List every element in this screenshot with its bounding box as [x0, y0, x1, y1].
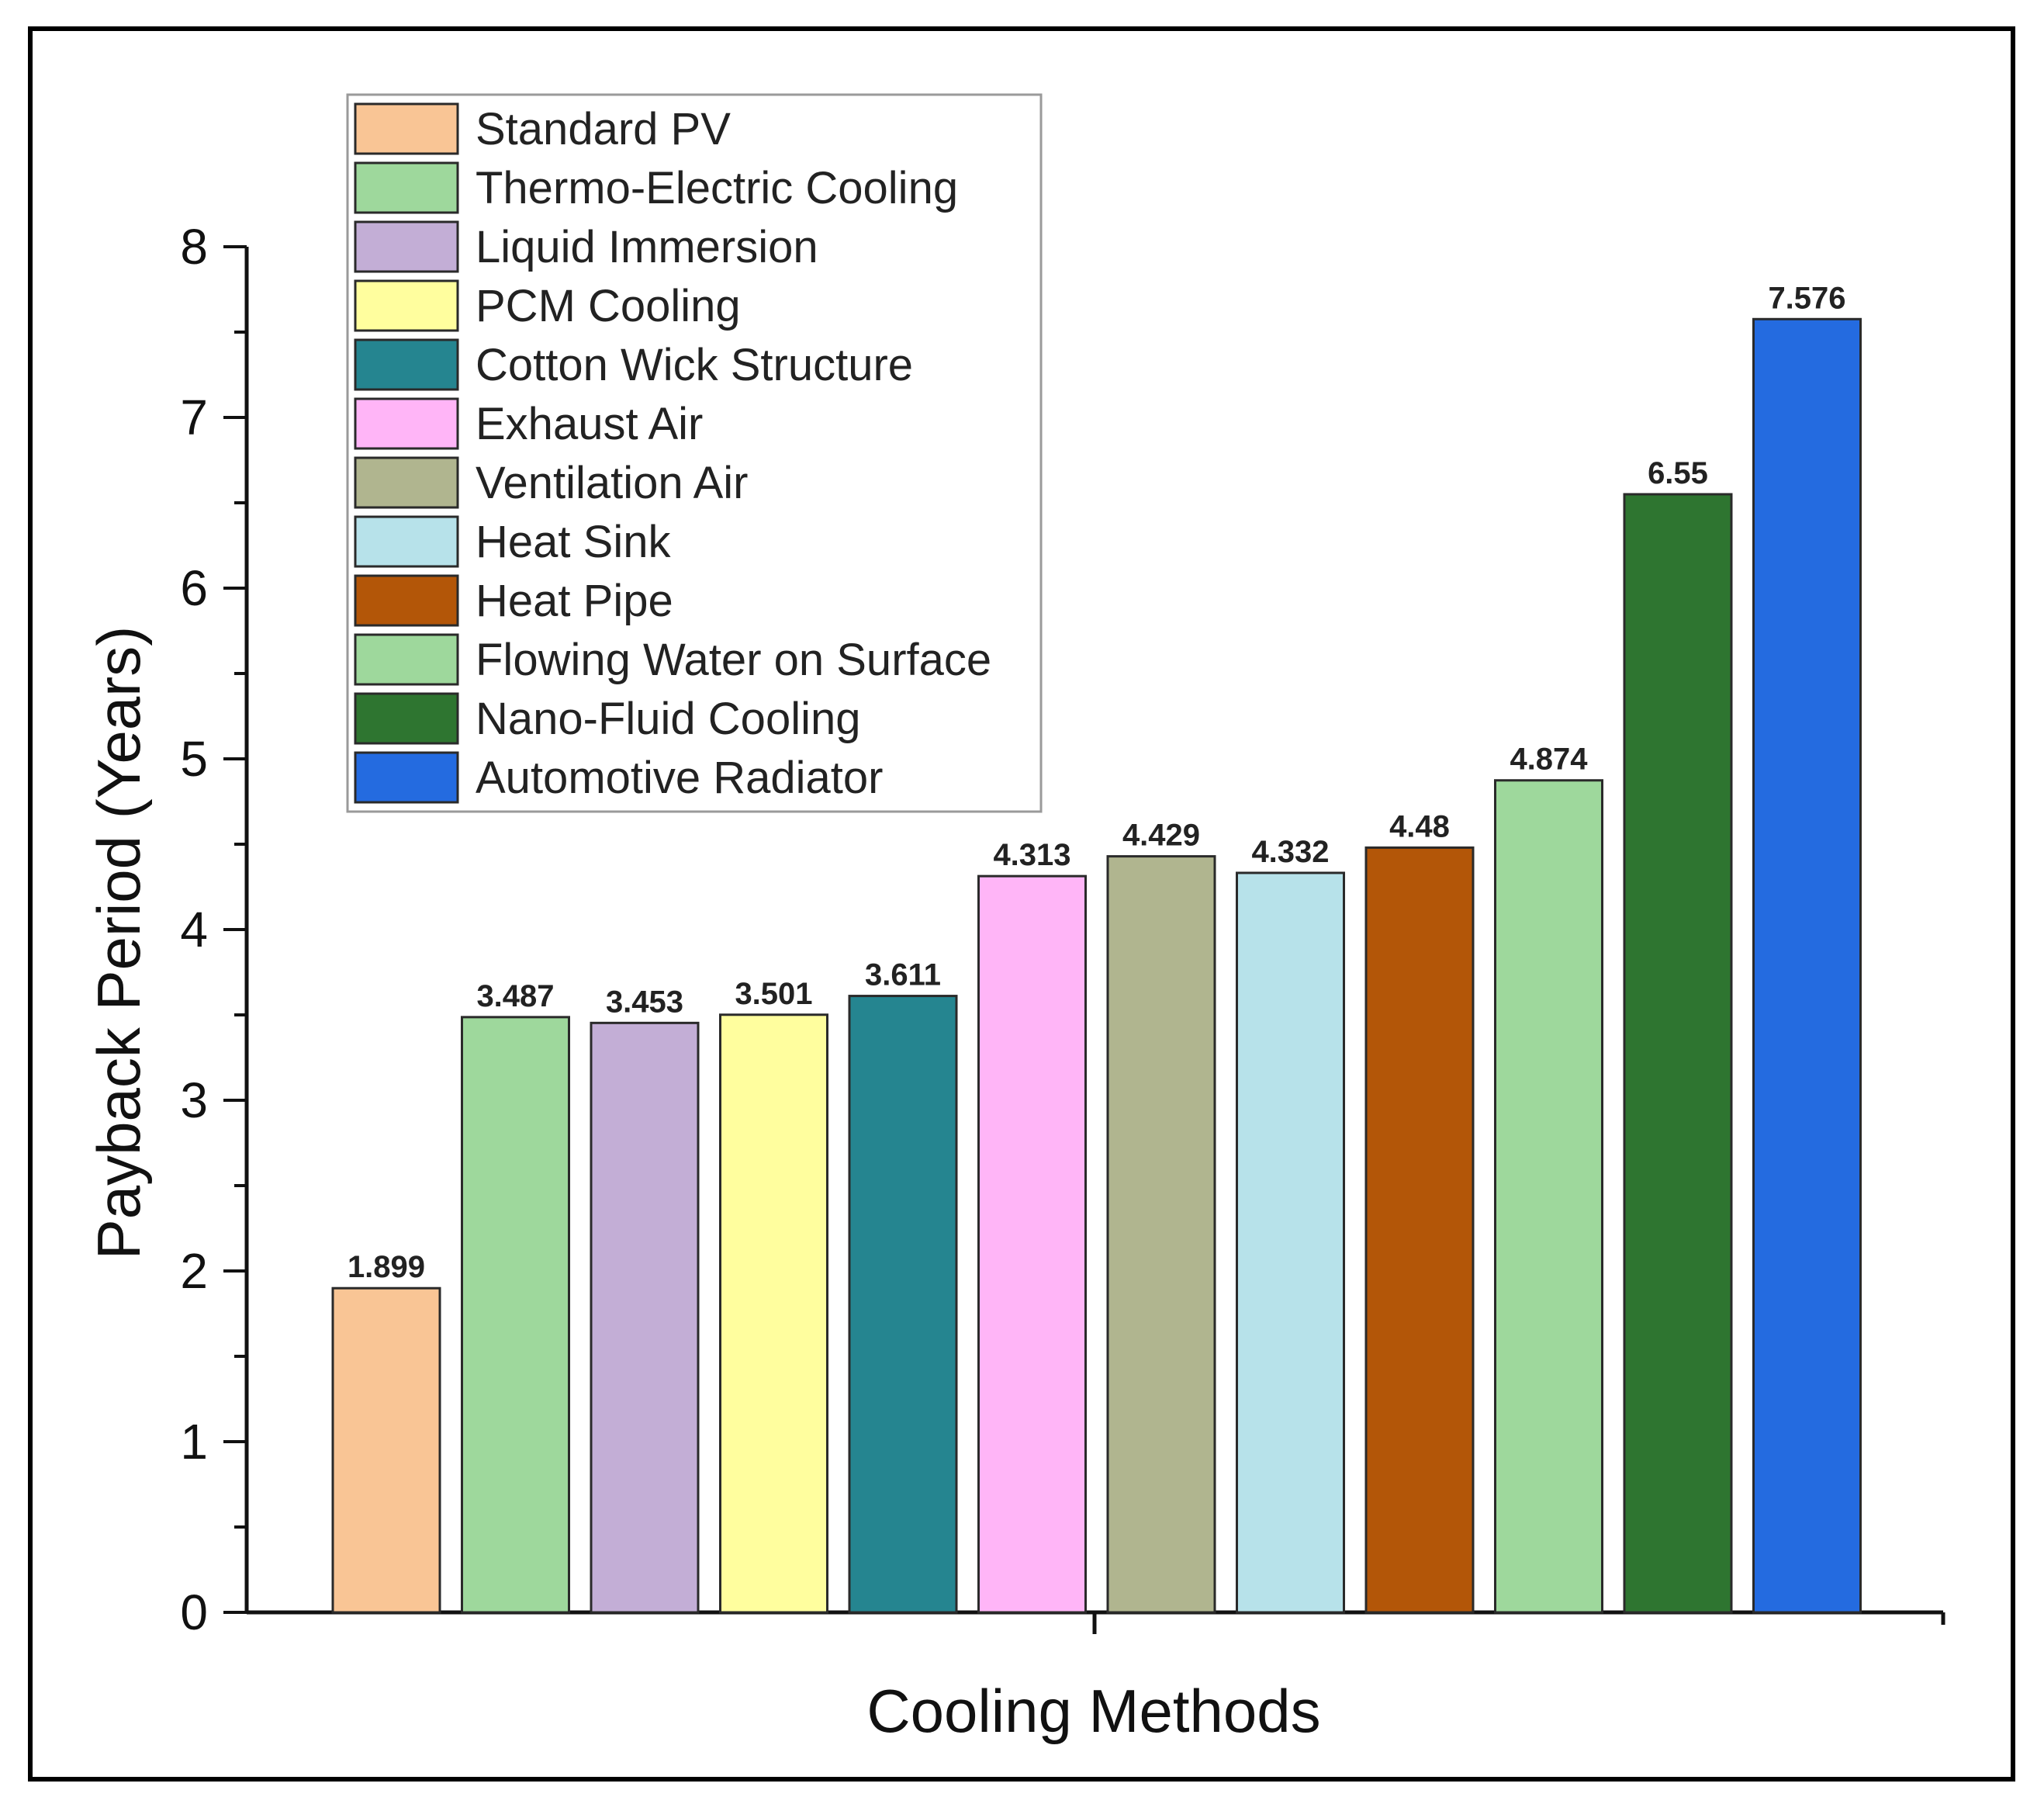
bar-value-label: 6.55 — [1648, 456, 1708, 490]
bar-heat-pipe — [1364, 846, 1475, 1614]
bar-value-label: 3.501 — [735, 977, 812, 1011]
bar-flowing-water-on-surface — [1494, 779, 1603, 1614]
bar-value-label: 4.332 — [1251, 835, 1329, 869]
y-tick-label: 7 — [180, 390, 208, 445]
bar-exhaust-air — [977, 874, 1087, 1614]
legend-swatch — [354, 397, 459, 450]
y-tick-label: 6 — [180, 560, 208, 616]
y-tick-label: 0 — [180, 1584, 208, 1640]
legend-entry-label: Heat Sink — [476, 517, 671, 567]
bar-value-label: 7.576 — [1768, 281, 1845, 315]
bar-value-label: 4.313 — [993, 838, 1070, 872]
bars — [331, 317, 1862, 1614]
bar-value-label: 4.429 — [1122, 819, 1200, 853]
legend-swatch — [354, 751, 459, 804]
y-axis-title: Payback Period (Years) — [85, 626, 153, 1260]
legend-entry-label: Liquid Immersion — [476, 222, 818, 272]
legend-swatch — [354, 102, 459, 155]
bar-nano-fluid-cooling — [1623, 493, 1733, 1614]
bar-value-label: 1.899 — [348, 1250, 425, 1284]
legend-entry-label: Ventilation Air — [476, 458, 748, 508]
legend-swatch — [354, 456, 459, 509]
bar-standard-pv — [331, 1286, 441, 1614]
y-tick-label: 4 — [180, 902, 208, 957]
legend: Standard PV Thermo-Electric Cooling Liquid… — [346, 93, 1043, 813]
y-tick-label: 3 — [180, 1072, 208, 1128]
legend-swatch — [354, 633, 459, 686]
bar-cotton-wick-structure — [848, 995, 958, 1614]
legend-swatch — [354, 279, 459, 332]
legend-entry-label: PCM Cooling — [476, 281, 741, 331]
legend-entry-label: Cotton Wick Structure — [476, 340, 913, 390]
bar-value-label: 3.487 — [476, 979, 554, 1013]
bar-value-label: 4.874 — [1510, 743, 1588, 777]
y-tick-label: 2 — [180, 1243, 208, 1299]
legend-box — [346, 93, 1043, 813]
legend-swatch — [354, 515, 459, 568]
legend-entry-label: Automotive Radiator — [476, 753, 883, 803]
data-labels: 1.899 3.487 3.453 3.501 3.611 4.313 4.429 4.332… — [348, 281, 1846, 1284]
y-tick-label: 8 — [180, 219, 208, 275]
x-axis-title: Cooling Methods — [866, 1677, 1320, 1745]
bar-thermo-electric-cooling — [461, 1016, 570, 1614]
legend-swatch — [354, 220, 459, 273]
bar-liquid-immersion — [590, 1021, 700, 1614]
y-tick-label: 5 — [180, 731, 208, 787]
legend-entry-label: Heat Pipe — [476, 576, 673, 626]
bar-automotive-radiator — [1752, 317, 1862, 1614]
legend-entry-label: Nano-Fluid Cooling — [476, 694, 860, 744]
legend-swatch — [354, 161, 459, 214]
bar-ventilation-air — [1106, 855, 1216, 1614]
legend-entry-label: Exhaust Air — [476, 399, 703, 449]
legend-swatch — [354, 574, 459, 627]
legend-entry-label: Thermo-Electric Cooling — [476, 163, 958, 213]
legend-entry-label: Standard PV — [476, 104, 731, 154]
legend-swatch — [354, 692, 459, 745]
legend-entry-label: Flowing Water on Surface — [476, 635, 991, 685]
bar-value-label: 3.453 — [606, 985, 683, 1019]
bar-value-label: 3.611 — [865, 958, 941, 992]
bar-heat-sink — [1236, 871, 1345, 1614]
legend-swatch — [354, 338, 459, 391]
bar-value-label: 4.48 — [1389, 809, 1450, 843]
y-tick-label: 1 — [180, 1414, 208, 1470]
bar-pcm-cooling — [719, 1013, 828, 1614]
